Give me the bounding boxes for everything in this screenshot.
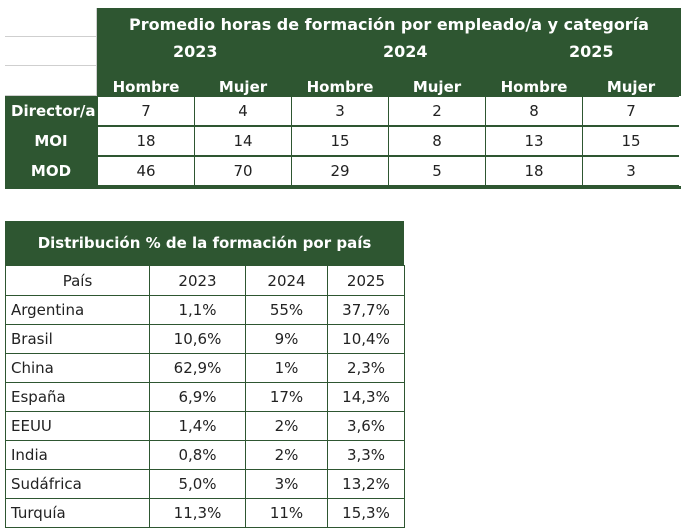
value-cell: 6,9% <box>149 382 246 412</box>
row-label: MOD <box>5 156 97 186</box>
sex-header: Mujer <box>218 78 268 96</box>
value-cell: 17% <box>245 382 328 412</box>
table-title: Distribución % de la formación por país <box>5 221 404 265</box>
sex-header: Hombre <box>306 78 374 96</box>
country-cell: Brasil <box>5 324 150 354</box>
header-row: País 2023 2024 2025 <box>5 265 405 296</box>
country-cell: India <box>5 440 150 470</box>
distribution-grid: País 2023 2024 2025 Argentina 1,1% 55% 3… <box>5 265 405 528</box>
value-cell: 3% <box>245 469 328 499</box>
column-header: País <box>5 265 150 296</box>
value-cell: 10,6% <box>149 324 246 354</box>
value-cell: 8 <box>486 97 582 125</box>
table-row: Argentina 1,1% 55% 37,7% <box>5 295 405 325</box>
bottom-border <box>5 186 681 189</box>
column-header: 2023 <box>149 265 246 296</box>
value-cell: 8 <box>389 127 485 155</box>
sex-header: Hombre <box>112 78 180 96</box>
table-row: MOI 18 14 15 8 13 15 <box>5 126 681 156</box>
blank-cell <box>5 66 97 96</box>
value-cell: 11,3% <box>149 498 246 528</box>
value-cell: 10,4% <box>327 324 405 354</box>
value-cell: 7 <box>98 97 194 125</box>
country-cell: China <box>5 353 150 383</box>
blank-cell <box>5 8 97 37</box>
value-cell: 2,3% <box>327 353 405 383</box>
value-cell: 13,2% <box>327 469 405 499</box>
value-cell: 1,1% <box>149 295 246 325</box>
value-cell: 15,3% <box>327 498 405 528</box>
training-hours-table: Promedio horas de formación por empleado… <box>5 8 681 189</box>
country-cell: Sudáfrica <box>5 469 150 499</box>
value-cell: 18 <box>98 127 194 155</box>
distribution-table: Distribución % de la formación por país … <box>5 221 405 528</box>
table-row: India 0,8% 2% 3,3% <box>5 440 405 470</box>
value-cell: 2% <box>245 411 328 441</box>
value-cell: 11% <box>245 498 328 528</box>
table-row: Brasil 10,6% 9% 10,4% <box>5 324 405 354</box>
value-cell: 0,8% <box>149 440 246 470</box>
value-cell: 14 <box>195 127 291 155</box>
year-header: 2023 <box>173 42 218 61</box>
value-cell: 13 <box>486 127 582 155</box>
value-cell: 3 <box>292 97 388 125</box>
table-title: Promedio horas de formación por empleado… <box>129 15 649 34</box>
blank-cell <box>5 37 97 66</box>
value-cell: 18 <box>486 157 582 185</box>
value-cell: 3 <box>583 157 679 185</box>
table-row: Director/a 7 4 3 2 8 7 <box>5 96 681 126</box>
sex-header: Mujer <box>412 78 462 96</box>
value-cell: 55% <box>245 295 328 325</box>
row-label: MOI <box>5 126 97 156</box>
year-header: 2025 <box>569 42 614 61</box>
blank-header-cells <box>5 8 97 96</box>
value-cell: 37,7% <box>327 295 405 325</box>
value-cell: 2 <box>389 97 485 125</box>
value-cell: 5 <box>389 157 485 185</box>
value-cell: 29 <box>292 157 388 185</box>
value-cell: 46 <box>98 157 194 185</box>
value-cell: 4 <box>195 97 291 125</box>
table-body: Director/a 7 4 3 2 8 7 MOI 18 14 15 8 13… <box>5 96 681 189</box>
value-cell: 1% <box>245 353 328 383</box>
value-cell: 62,9% <box>149 353 246 383</box>
value-cell: 14,3% <box>327 382 405 412</box>
table-row: Turquía 11,3% 11% 15,3% <box>5 498 405 528</box>
column-header: 2025 <box>327 265 405 296</box>
sex-header: Mujer <box>606 78 656 96</box>
country-cell: Turquía <box>5 498 150 528</box>
value-cell: 7 <box>583 97 679 125</box>
value-cell: 15 <box>583 127 679 155</box>
value-cell: 2% <box>245 440 328 470</box>
table-row: EEUU 1,4% 2% 3,6% <box>5 411 405 441</box>
row-label: Director/a <box>5 96 97 126</box>
sex-header: Hombre <box>500 78 568 96</box>
value-cell: 1,4% <box>149 411 246 441</box>
table-header: Promedio horas de formación por empleado… <box>97 8 681 96</box>
value-cell: 15 <box>292 127 388 155</box>
column-header: 2024 <box>245 265 328 296</box>
value-cell: 9% <box>245 324 328 354</box>
table-row: China 62,9% 1% 2,3% <box>5 353 405 383</box>
table-row: España 6,9% 17% 14,3% <box>5 382 405 412</box>
value-cell: 3,3% <box>327 440 405 470</box>
country-cell: Argentina <box>5 295 150 325</box>
year-header: 2024 <box>383 42 428 61</box>
value-cell: 3,6% <box>327 411 405 441</box>
table-row: Sudáfrica 5,0% 3% 13,2% <box>5 469 405 499</box>
value-cell: 70 <box>195 157 291 185</box>
country-cell: España <box>5 382 150 412</box>
value-cell: 5,0% <box>149 469 246 499</box>
country-cell: EEUU <box>5 411 150 441</box>
table-row: MOD 46 70 29 5 18 3 <box>5 156 681 186</box>
